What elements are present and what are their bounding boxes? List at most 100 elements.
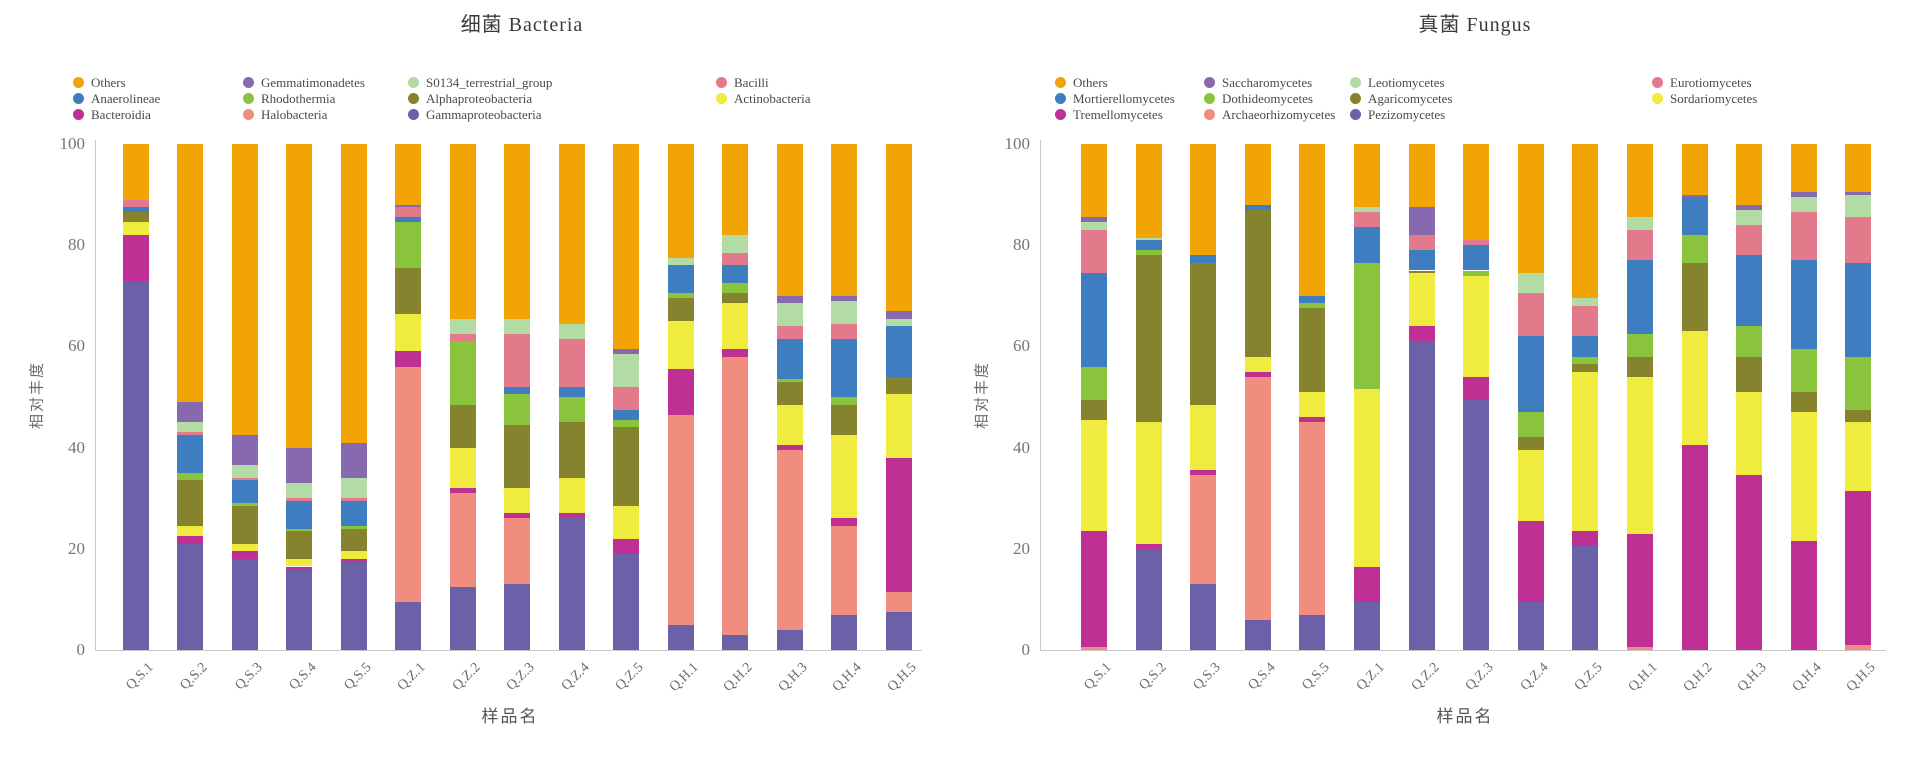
bar-segment bbox=[1572, 144, 1599, 299]
bar-segment bbox=[776, 295, 803, 304]
bar-segment bbox=[885, 144, 912, 311]
legend-swatch bbox=[716, 93, 727, 104]
bar-segment bbox=[722, 235, 748, 253]
x-tick-label: Q.H.1 bbox=[666, 660, 702, 695]
bar-segment bbox=[722, 348, 748, 357]
bar-segment bbox=[558, 386, 585, 397]
y-tick-label: 60 bbox=[68, 336, 85, 356]
bar-segment bbox=[1135, 250, 1162, 256]
bar-segment bbox=[231, 465, 258, 478]
bar-segment bbox=[177, 144, 203, 403]
bar-segment bbox=[667, 624, 694, 650]
bar-segment bbox=[1408, 235, 1435, 251]
legend-swatch bbox=[1204, 109, 1215, 120]
bar-segment bbox=[1572, 305, 1599, 337]
bar-segment bbox=[831, 295, 857, 301]
bar-segment bbox=[504, 488, 530, 514]
bar-segment bbox=[558, 338, 585, 387]
y-tick-label: 80 bbox=[1013, 235, 1030, 255]
x-axis-label: 样品名 bbox=[481, 707, 539, 726]
bar-segment bbox=[340, 477, 367, 499]
bar-segment bbox=[1463, 245, 1490, 271]
bar-segment bbox=[231, 543, 258, 552]
x-tick-label: Q.S.2 bbox=[177, 660, 211, 694]
bar-segment bbox=[1354, 207, 1380, 213]
bar-segment bbox=[231, 551, 258, 559]
bar-segment bbox=[1190, 144, 1217, 256]
bar-segment bbox=[504, 394, 530, 425]
bar-segment bbox=[1299, 295, 1326, 304]
legend-label: Archaeorhizomycetes bbox=[1222, 107, 1336, 122]
bar-segment bbox=[1845, 409, 1872, 423]
bar-segment bbox=[449, 447, 476, 489]
bar-segment bbox=[1463, 240, 1490, 246]
bar-segment bbox=[1299, 614, 1326, 650]
legend-swatch bbox=[1055, 77, 1066, 88]
bar-segment bbox=[613, 553, 639, 650]
x-tick-label: Q.S.5 bbox=[340, 660, 375, 694]
y-axis-label: 相对丰度 bbox=[29, 360, 46, 430]
x-tick-label: Q.Z.1 bbox=[1353, 660, 1388, 694]
y-tick-label: 60 bbox=[1013, 336, 1030, 356]
legend-swatch bbox=[73, 77, 84, 88]
x-tick-label: Q.Z.3 bbox=[1463, 660, 1497, 694]
bar-segment bbox=[831, 404, 857, 435]
bar-segment bbox=[1572, 364, 1599, 372]
bar-segment bbox=[1463, 376, 1490, 400]
bar-segment bbox=[1790, 144, 1817, 193]
bar-segment bbox=[1354, 212, 1380, 228]
legend-label: Actinobacteria bbox=[734, 91, 811, 106]
bar-segment bbox=[1354, 389, 1380, 567]
legend-label: Eurotiomycetes bbox=[1670, 75, 1752, 90]
bar-segment bbox=[1517, 273, 1544, 294]
bar-segment bbox=[1408, 207, 1435, 236]
legend-label: Others bbox=[1073, 75, 1108, 90]
bar-segment bbox=[340, 500, 367, 527]
bar-segment bbox=[1845, 144, 1872, 193]
bar-segment bbox=[613, 353, 639, 387]
bar-segment bbox=[776, 338, 803, 380]
bar-segment bbox=[395, 222, 421, 268]
bar-segment bbox=[1135, 240, 1162, 251]
x-tick-label: Q.H.3 bbox=[1734, 660, 1770, 695]
bar-segment bbox=[722, 265, 748, 284]
legend-label: Leotiomycetes bbox=[1368, 75, 1445, 90]
legend-swatch bbox=[716, 77, 727, 88]
legend-swatch bbox=[1350, 109, 1361, 120]
bar-segment bbox=[395, 217, 421, 223]
bar-segment bbox=[776, 144, 803, 296]
y-tick-label: 20 bbox=[68, 538, 85, 558]
bar-segment bbox=[122, 212, 149, 223]
chart-title: 真菌 Fungus bbox=[1418, 14, 1532, 36]
bar-segment bbox=[1845, 490, 1872, 645]
x-tick-label: Q.H.5 bbox=[1844, 660, 1879, 695]
bar-segment bbox=[776, 450, 803, 630]
bar-segment bbox=[177, 434, 203, 473]
bar-segment bbox=[1681, 445, 1708, 650]
bar-segment bbox=[613, 386, 639, 410]
bar-segment bbox=[1081, 144, 1107, 218]
bar-segment bbox=[1190, 584, 1217, 650]
bar-segment bbox=[1572, 371, 1599, 532]
bar-segment bbox=[613, 409, 639, 420]
bar-segment bbox=[1408, 270, 1435, 274]
bar-segment bbox=[340, 558, 367, 562]
y-tick-label: 0 bbox=[1021, 640, 1031, 659]
bar-segment bbox=[1517, 601, 1544, 650]
x-tick-label: Q.S.4 bbox=[1245, 660, 1279, 694]
bar-segment bbox=[831, 614, 857, 650]
bar-segment bbox=[1354, 601, 1380, 650]
bar-segment bbox=[1572, 531, 1599, 547]
bar-segment bbox=[1627, 230, 1653, 261]
bar-segment bbox=[122, 235, 149, 281]
x-tick-label: Q.S.2 bbox=[1136, 660, 1170, 694]
x-tick-label: Q.H.2 bbox=[1680, 660, 1716, 695]
bar-segment bbox=[776, 445, 803, 451]
bar-segment bbox=[1354, 227, 1380, 263]
bar-segment bbox=[1081, 419, 1107, 532]
legend-label: Rhodothermia bbox=[261, 91, 336, 106]
bar-segment bbox=[122, 144, 149, 200]
legend-label: Alphaproteobacteria bbox=[426, 91, 533, 106]
bar-segment bbox=[504, 584, 530, 650]
x-tick-label: Q.Z.4 bbox=[558, 660, 593, 694]
